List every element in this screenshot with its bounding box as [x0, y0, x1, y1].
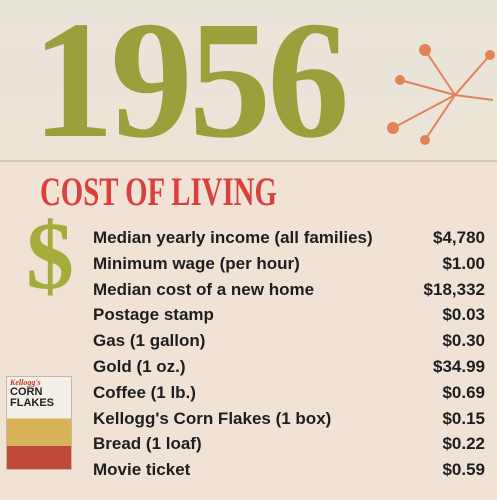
item-price: $0.03 — [442, 305, 485, 325]
item-name: Kellogg's Corn Flakes (1 box) — [93, 408, 332, 428]
item-price: $0.69 — [442, 382, 485, 402]
item-name: Movie ticket — [93, 460, 191, 480]
item-price: $0.22 — [442, 434, 485, 454]
item-price: $0.59 — [442, 460, 485, 480]
item-price: $4,780 — [433, 228, 485, 247]
item-name: Gas (1 gallon) — [93, 331, 206, 351]
table-row: Coffee (1 lb.) $0.69 — [93, 383, 485, 407]
box-brand: Kellogg's — [10, 378, 41, 387]
item-name: Minimum wage (per hour) — [93, 253, 300, 273]
year: 1956 — [32, 0, 350, 173]
dollar-icon: $ — [26, 202, 74, 309]
table-row: Gold (1 oz.) $34.99 — [93, 357, 485, 381]
starburst — [387, 44, 495, 145]
section-title: COST OF LIVING — [40, 169, 277, 214]
item-name: Bread (1 loaf) — [93, 434, 202, 454]
content-band — [0, 162, 497, 500]
table-row: Movie ticket $0.59 — [93, 460, 485, 484]
item-price: $34.99 — [433, 357, 485, 376]
box-text: FLAKES — [10, 397, 54, 409]
header-band — [0, 0, 497, 160]
table-row: Gas (1 gallon) $0.30 — [93, 331, 485, 355]
item-price: $0.15 — [442, 408, 485, 428]
box-text: CORN — [10, 386, 43, 398]
table-row: Bread (1 loaf) $0.22 — [93, 434, 485, 458]
table-row: Kellogg's Corn Flakes (1 box) $0.15 — [93, 409, 485, 433]
item-name: Coffee (1 lb.) — [93, 382, 196, 402]
divider — [0, 160, 497, 162]
item-price: $1.00 — [442, 253, 485, 273]
item-name: Median cost of a new home — [93, 279, 315, 299]
table-row: Postage stamp $0.03 — [93, 305, 485, 329]
cereal-box: Kellogg's CORN FLAKES — [6, 376, 72, 470]
item-name: Postage stamp — [93, 305, 214, 325]
item-name: Gold (1 oz.) — [93, 357, 186, 376]
item-price: $0.30 — [442, 331, 485, 351]
table-row: Median yearly income (all families) $4,78… — [93, 228, 485, 252]
table-row: Minimum wage (per hour) $1.00 — [93, 254, 485, 278]
table-row: Median cost of a new home $18,332 — [93, 280, 485, 304]
item-name: Median yearly income (all families) — [93, 228, 373, 247]
item-price: $18,332 — [423, 279, 485, 299]
